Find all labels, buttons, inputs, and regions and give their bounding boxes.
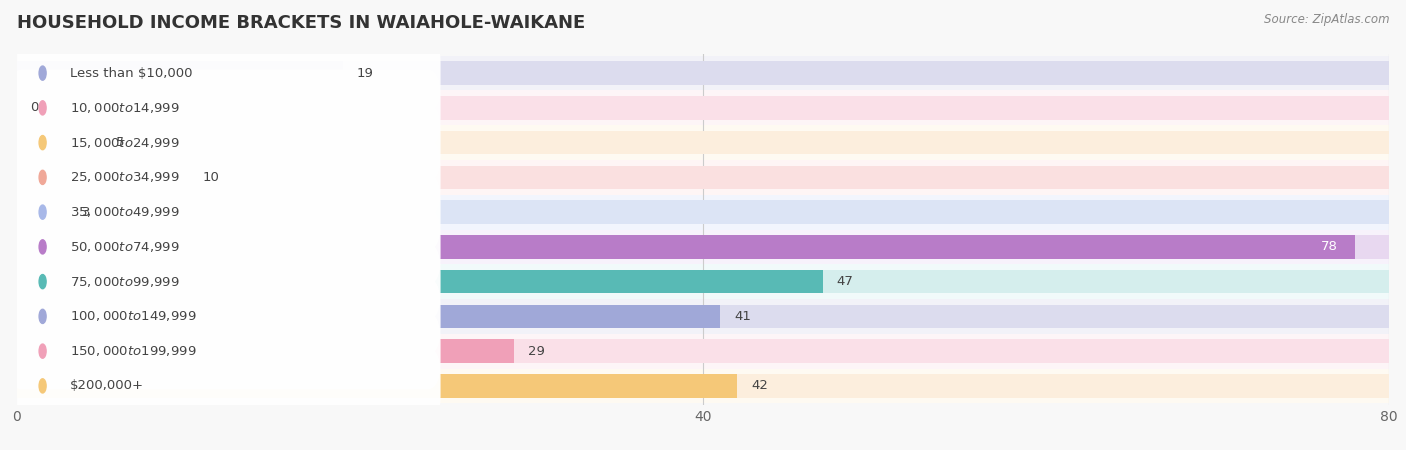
Text: $50,000 to $74,999: $50,000 to $74,999 bbox=[70, 240, 180, 254]
Circle shape bbox=[39, 240, 46, 254]
Text: $200,000+: $200,000+ bbox=[70, 379, 143, 392]
Circle shape bbox=[39, 309, 46, 324]
FancyBboxPatch shape bbox=[8, 348, 440, 424]
FancyBboxPatch shape bbox=[8, 243, 440, 320]
Text: $75,000 to $99,999: $75,000 to $99,999 bbox=[70, 274, 180, 288]
Text: 10: 10 bbox=[202, 171, 219, 184]
Bar bbox=[17, 90, 1389, 125]
Bar bbox=[17, 160, 1389, 195]
Text: $15,000 to $24,999: $15,000 to $24,999 bbox=[70, 135, 180, 149]
Text: $10,000 to $14,999: $10,000 to $14,999 bbox=[70, 101, 180, 115]
Circle shape bbox=[39, 205, 46, 219]
FancyBboxPatch shape bbox=[8, 209, 440, 285]
FancyBboxPatch shape bbox=[8, 313, 440, 389]
Bar bbox=[17, 270, 823, 293]
Text: 3: 3 bbox=[82, 206, 90, 219]
Bar bbox=[17, 305, 1389, 328]
Bar bbox=[17, 305, 720, 328]
Circle shape bbox=[39, 66, 46, 80]
Bar bbox=[17, 131, 1389, 154]
Bar bbox=[17, 339, 515, 363]
Bar bbox=[17, 166, 188, 189]
Bar bbox=[17, 200, 69, 224]
Bar bbox=[17, 200, 1389, 224]
Bar bbox=[17, 334, 1389, 369]
Bar bbox=[17, 270, 1389, 293]
Text: $25,000 to $34,999: $25,000 to $34,999 bbox=[70, 171, 180, 184]
Bar bbox=[17, 264, 1389, 299]
Circle shape bbox=[39, 344, 46, 358]
Circle shape bbox=[39, 101, 46, 115]
FancyBboxPatch shape bbox=[8, 174, 440, 250]
FancyBboxPatch shape bbox=[8, 139, 440, 216]
Bar bbox=[17, 230, 1389, 264]
Text: Source: ZipAtlas.com: Source: ZipAtlas.com bbox=[1264, 14, 1389, 27]
Text: 47: 47 bbox=[837, 275, 853, 288]
Text: 41: 41 bbox=[734, 310, 751, 323]
Bar bbox=[17, 61, 1389, 85]
Bar bbox=[17, 56, 1389, 90]
Circle shape bbox=[39, 274, 46, 289]
FancyBboxPatch shape bbox=[8, 278, 440, 355]
Bar bbox=[17, 131, 103, 154]
Text: $100,000 to $149,999: $100,000 to $149,999 bbox=[70, 310, 197, 324]
Text: 19: 19 bbox=[357, 67, 374, 80]
Circle shape bbox=[39, 379, 46, 393]
FancyBboxPatch shape bbox=[8, 104, 440, 181]
Bar bbox=[17, 369, 1389, 403]
Bar bbox=[17, 96, 1389, 120]
Bar bbox=[17, 235, 1355, 259]
FancyBboxPatch shape bbox=[8, 35, 440, 111]
Text: 78: 78 bbox=[1320, 240, 1337, 253]
FancyBboxPatch shape bbox=[8, 70, 440, 146]
Bar bbox=[17, 339, 1389, 363]
Bar bbox=[17, 374, 737, 398]
Bar bbox=[17, 374, 1389, 398]
Bar bbox=[17, 125, 1389, 160]
Bar bbox=[17, 299, 1389, 334]
Text: 42: 42 bbox=[751, 379, 768, 392]
Text: $150,000 to $199,999: $150,000 to $199,999 bbox=[70, 344, 197, 358]
Circle shape bbox=[39, 135, 46, 150]
Bar bbox=[17, 166, 1389, 189]
Text: Less than $10,000: Less than $10,000 bbox=[70, 67, 193, 80]
Text: HOUSEHOLD INCOME BRACKETS IN WAIAHOLE-WAIKANE: HOUSEHOLD INCOME BRACKETS IN WAIAHOLE-WA… bbox=[17, 14, 585, 32]
Bar bbox=[17, 61, 343, 85]
Text: 5: 5 bbox=[117, 136, 125, 149]
Bar bbox=[17, 235, 1389, 259]
Text: 0: 0 bbox=[31, 101, 39, 114]
Text: $35,000 to $49,999: $35,000 to $49,999 bbox=[70, 205, 180, 219]
Bar bbox=[17, 195, 1389, 230]
Text: 29: 29 bbox=[529, 345, 546, 358]
Circle shape bbox=[39, 170, 46, 184]
